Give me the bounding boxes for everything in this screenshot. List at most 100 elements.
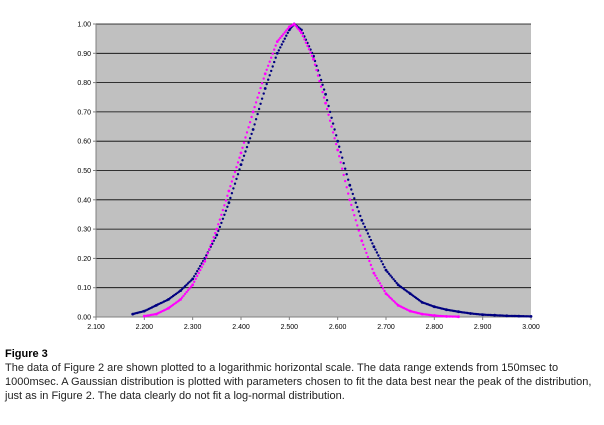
series-1-dot	[375, 251, 379, 254]
series-2-dot	[221, 208, 225, 212]
series-2-dot	[241, 146, 244, 149]
series-1-dot	[196, 270, 199, 273]
series-1-dot	[245, 145, 249, 149]
series-1-dot	[341, 156, 344, 159]
data-point	[275, 40, 279, 43]
data-point	[384, 268, 388, 272]
series-2-dot	[331, 131, 335, 134]
data-point	[292, 22, 296, 26]
data-point	[457, 310, 460, 314]
series-1-dot	[377, 254, 380, 257]
x-tick-label: 2.300	[184, 324, 202, 331]
series-1-dot	[183, 285, 187, 288]
series-2-dot	[226, 194, 229, 197]
series-2-dot	[374, 274, 377, 277]
data-point	[263, 87, 267, 90]
y-tick-label: 0.10	[77, 285, 91, 292]
series-2-dot	[280, 34, 283, 38]
series-1-dot	[230, 192, 234, 195]
y-tick-label: 0.30	[77, 227, 91, 234]
series-2-dot	[392, 299, 395, 303]
series-2-dot	[193, 280, 196, 283]
data-point	[287, 25, 291, 29]
series-1-dot	[273, 60, 276, 64]
series-2-dot	[301, 34, 305, 38]
series-1-dot	[197, 267, 200, 270]
data-point	[408, 309, 412, 313]
x-tick-label: 2.400	[232, 324, 250, 331]
series-2-dot	[378, 282, 382, 285]
figure-caption: Figure 3 The data of Figure 2 are shown …	[5, 348, 597, 403]
series-2-dot	[351, 208, 354, 212]
series-2-dot	[285, 29, 288, 32]
series-2-dot	[186, 289, 190, 292]
series-2-dot	[368, 259, 371, 263]
series-2-dot	[318, 79, 321, 83]
data-point	[155, 312, 158, 316]
y-tick-label: 0.50	[77, 168, 91, 175]
series-1-dot	[395, 281, 398, 285]
series-1-dot	[328, 110, 332, 114]
y-tick-label: 0.60	[77, 139, 91, 146]
series-1-dot	[267, 78, 270, 81]
series-2-dot	[387, 295, 391, 298]
series-2-dot	[212, 236, 215, 239]
series-2-dot	[180, 296, 184, 299]
y-tick-label: 0.00	[77, 315, 91, 322]
data-point	[336, 139, 340, 143]
y-tick-label: 0.20	[77, 256, 91, 263]
series-2-dot	[322, 96, 326, 99]
series-1-dot	[233, 182, 237, 185]
series-1-dot	[381, 263, 385, 266]
series-1-dot	[363, 225, 367, 229]
series-2-dot	[196, 274, 199, 278]
series-2-dot	[260, 82, 264, 85]
series-2-dot	[279, 36, 282, 40]
x-tick-label: 3.000	[522, 324, 540, 331]
series-1-dot	[224, 209, 228, 212]
y-tick-label: 1.00	[77, 22, 91, 29]
series-1-dot	[271, 65, 274, 68]
data-point	[432, 305, 436, 309]
data-point	[142, 309, 146, 313]
series-2-dot	[304, 41, 308, 44]
data-point	[324, 92, 327, 96]
series-2-dot	[359, 234, 362, 237]
series-1-dot	[335, 134, 338, 137]
data-point	[360, 218, 364, 222]
data-point	[457, 315, 460, 319]
series-2-dot	[344, 179, 347, 183]
series-2-dot	[345, 186, 348, 189]
series-1-dot	[387, 272, 391, 275]
series-1-dot	[286, 31, 289, 34]
series-1-dot	[285, 34, 288, 37]
series-1-dot	[241, 159, 244, 162]
series-2-dot	[182, 294, 185, 297]
series-2-dot	[371, 267, 374, 271]
data-point	[445, 315, 448, 318]
series-2-dot	[380, 284, 383, 288]
y-tick-label: 0.90	[77, 51, 91, 58]
series-1-dot	[194, 272, 197, 275]
series-2-dot	[230, 180, 234, 183]
series-2-dot	[381, 287, 385, 290]
series-2-dot	[271, 52, 274, 55]
series-2-dot	[214, 231, 217, 235]
data-point	[396, 283, 400, 287]
x-tick-label: 2.200	[136, 324, 154, 331]
chart: 0.00 0.10 0.20 0.30 0.40 0.50 0.60 0.70 0.80 0.90…	[77, 22, 540, 332]
series-1-dot	[274, 56, 277, 59]
series-2-dot	[309, 51, 312, 54]
series-2-dot	[342, 173, 345, 177]
series-1-dot	[218, 225, 222, 229]
series-1-dot	[217, 229, 220, 233]
series-1-dot	[378, 257, 382, 260]
series-1-dot	[238, 168, 241, 171]
series-1-dot	[390, 276, 394, 279]
series-2-dot	[357, 229, 360, 232]
series-1-dot	[232, 187, 235, 190]
data-point	[179, 289, 183, 292]
data-point	[469, 312, 472, 315]
series-2-dot	[245, 131, 249, 134]
data-point	[167, 306, 170, 310]
